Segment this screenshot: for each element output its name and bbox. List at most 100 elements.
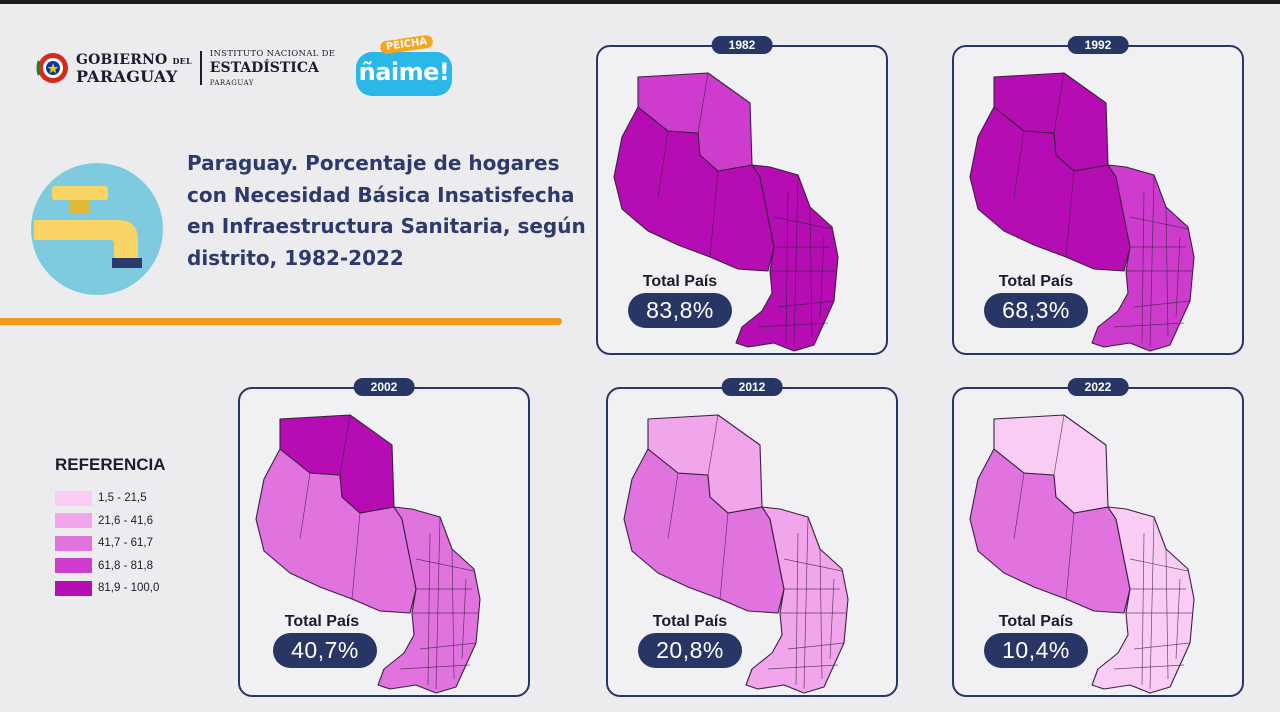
district-border	[819, 236, 825, 318]
district-border	[1149, 516, 1155, 690]
legend-label: 61,8 - 81,8	[98, 559, 153, 572]
region-alto	[647, 414, 763, 514]
legend-row: 81,9 - 100,0	[55, 577, 166, 600]
legend-swatch	[55, 513, 92, 529]
district-border	[809, 206, 813, 338]
district-border	[339, 414, 351, 476]
total-label: Total País	[642, 273, 718, 290]
ine-text: INSTITUTO NACIONAL DE ESTADÍSTICA PARAGU…	[210, 48, 335, 89]
map-panel-2012: 2012 Total País 20,8%	[606, 378, 898, 697]
district-border	[427, 532, 431, 686]
year-badge: 1982	[711, 36, 773, 54]
logo-separator	[199, 51, 202, 85]
gov-line1-small: DEL	[172, 55, 192, 66]
district-border	[461, 578, 467, 660]
total-value: 68,3%	[984, 293, 1088, 328]
year-badge: 2022	[1067, 378, 1129, 396]
district-border	[773, 216, 833, 230]
total-label: Total País	[998, 273, 1074, 290]
title-underline	[0, 318, 562, 325]
district-border	[1149, 174, 1155, 348]
district-border	[709, 170, 719, 258]
map-paraguay-2012	[623, 414, 849, 694]
total-value: 10,4%	[984, 633, 1088, 668]
district-border	[819, 548, 823, 680]
total-value: 83,8%	[628, 293, 732, 328]
district-border	[795, 532, 799, 686]
ine-line2: ESTADÍSTICA	[209, 59, 319, 76]
campaign-main-text: ñaime!	[358, 58, 450, 86]
district-border	[1141, 190, 1145, 344]
map-paraguay-1992	[969, 72, 1195, 352]
district-border	[667, 472, 679, 540]
district-border	[1175, 578, 1181, 660]
legend-label: 21,6 - 41,6	[98, 514, 153, 527]
legend-label: 41,7 - 61,7	[98, 537, 153, 550]
district-border	[777, 300, 835, 308]
total-label: Total País	[652, 613, 728, 630]
top-border	[0, 0, 1280, 4]
district-border	[1065, 170, 1075, 258]
region-alto	[993, 414, 1109, 514]
ine-line3: PARAGUAY	[209, 78, 254, 87]
district-border	[1013, 472, 1025, 540]
gov-line1: GOBIERNO	[76, 51, 168, 68]
legend-swatch	[55, 490, 92, 506]
total-label: Total País	[284, 613, 360, 630]
district-border	[1165, 206, 1169, 338]
map-panel-2002: 2002 Total País 40,7%	[238, 378, 530, 697]
map-panel-1992: 1992 Total País 68,3%	[952, 36, 1244, 355]
district-border	[707, 414, 719, 476]
map-panel-2022: 2022 Total País 10,4%	[952, 378, 1244, 697]
district-border	[415, 558, 475, 572]
legend: REFERENCIA 1,5 - 21,5 21,6 - 41,6 41,7 -…	[55, 455, 166, 600]
district-border	[399, 664, 471, 670]
district-border	[1113, 322, 1185, 328]
ine-line1: INSTITUTO NACIONAL DE	[209, 48, 336, 59]
district-border	[1141, 532, 1145, 686]
campaign-badge	[356, 52, 452, 96]
district-border	[1129, 558, 1189, 572]
district-border	[299, 472, 311, 540]
legend-label: 81,9 - 100,0	[98, 582, 160, 595]
region-alto	[993, 72, 1109, 172]
map-paraguay-2002	[255, 414, 481, 694]
year-badge: 1992	[1067, 36, 1129, 54]
region-alto	[279, 414, 395, 514]
map-paraguay-2022	[969, 414, 1195, 694]
legend-label: 1,5 - 21,5	[98, 492, 147, 505]
map-panel-1982: 1982 Total País 83,8%	[596, 36, 888, 355]
year-badge: 2012	[721, 378, 783, 396]
paraguay-emblem-icon	[36, 53, 68, 83]
district-border	[783, 558, 843, 572]
gov-text: GOBIERNO DEL PARAGUAY	[76, 51, 192, 86]
map-paraguay-1982	[613, 72, 839, 352]
legend-row: 21,6 - 41,6	[55, 510, 166, 533]
total-value: 20,8%	[638, 633, 742, 668]
district-border	[351, 512, 361, 600]
total-value: 40,7%	[273, 633, 377, 668]
district-border	[435, 516, 441, 690]
district-border	[1175, 236, 1181, 318]
legend-title: REFERENCIA	[55, 455, 166, 474]
district-border	[719, 512, 729, 600]
district-border	[1113, 664, 1185, 670]
district-border	[1133, 300, 1191, 308]
district-border	[767, 664, 839, 670]
district-border	[757, 322, 829, 328]
year-badge: 2002	[353, 378, 415, 396]
gov-line2: PARAGUAY	[76, 66, 178, 86]
district-border	[787, 642, 845, 650]
district-border	[1133, 642, 1191, 650]
district-border	[451, 548, 455, 680]
district-border	[1053, 72, 1065, 134]
legend-row: 41,7 - 61,7	[55, 532, 166, 555]
total-label: Total País	[998, 613, 1074, 630]
district-border	[697, 72, 709, 134]
district-border	[657, 130, 669, 198]
district-border	[1013, 130, 1025, 198]
district-border	[1165, 548, 1169, 680]
legend-swatch	[55, 580, 92, 596]
legend-swatch	[55, 535, 92, 551]
legend-row: 1,5 - 21,5	[55, 487, 166, 510]
